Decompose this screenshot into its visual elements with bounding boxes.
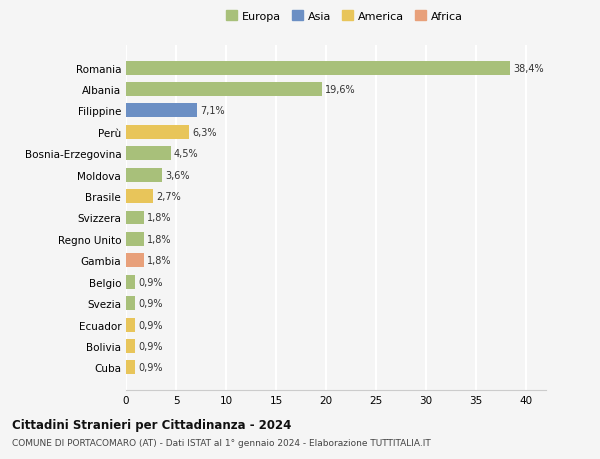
Text: 1,8%: 1,8% (147, 235, 172, 244)
Text: 4,5%: 4,5% (174, 149, 199, 159)
Bar (126, 168, 162, 182)
Text: Cittadini Stranieri per Cittadinanza - 2024: Cittadini Stranieri per Cittadinanza - 2… (12, 418, 292, 431)
Bar (126, 147, 171, 161)
Text: 3,6%: 3,6% (165, 170, 190, 180)
Bar (126, 275, 135, 289)
Text: 38,4%: 38,4% (513, 63, 544, 73)
Bar (126, 318, 135, 332)
Text: 0,9%: 0,9% (138, 298, 163, 308)
Text: 2,7%: 2,7% (156, 192, 181, 202)
Bar (126, 126, 189, 140)
Text: 7,1%: 7,1% (200, 106, 224, 116)
Text: 1,8%: 1,8% (147, 256, 172, 266)
Bar (126, 254, 144, 268)
Text: 19,6%: 19,6% (325, 85, 356, 95)
Text: 0,9%: 0,9% (138, 363, 163, 373)
Text: 6,3%: 6,3% (192, 128, 217, 138)
Text: 1,8%: 1,8% (147, 213, 172, 223)
Bar (126, 83, 322, 97)
Text: 0,9%: 0,9% (138, 277, 163, 287)
Bar (126, 104, 197, 118)
Bar (126, 339, 135, 353)
Legend: Europa, Asia, America, Africa: Europa, Asia, America, Africa (222, 7, 467, 26)
Bar (126, 297, 135, 310)
Text: 0,9%: 0,9% (138, 341, 163, 351)
Bar (126, 190, 153, 204)
Bar (126, 232, 144, 246)
Text: COMUNE DI PORTACOMARO (AT) - Dati ISTAT al 1° gennaio 2024 - Elaborazione TUTTIT: COMUNE DI PORTACOMARO (AT) - Dati ISTAT … (12, 438, 431, 448)
Bar (126, 62, 510, 75)
Bar (126, 361, 135, 375)
Bar (126, 211, 144, 225)
Text: 0,9%: 0,9% (138, 320, 163, 330)
